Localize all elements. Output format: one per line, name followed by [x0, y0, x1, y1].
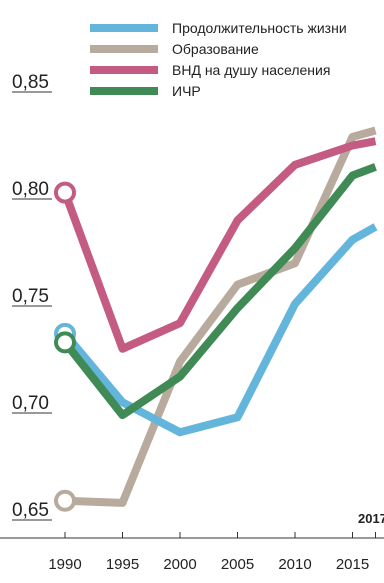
x-tick-label: 2000 — [163, 556, 196, 573]
x-tick-label: 2015 — [336, 556, 369, 573]
series-start-marker — [54, 331, 76, 354]
x-tick-label: 2010 — [278, 556, 311, 573]
series-start-marker — [54, 181, 76, 204]
y-tick-label: 0,85 — [12, 72, 49, 93]
series-line — [61, 163, 377, 420]
legend-label: Продолжительность жизни — [172, 20, 347, 36]
legend-label: ИЧР — [172, 83, 201, 99]
legend: Продолжительность жизни Образование ВНД на… — [90, 20, 347, 99]
x-tick-label: 2005 — [221, 556, 254, 573]
y-tick-label: 0,65 — [12, 500, 49, 521]
y-tick-label: 0,80 — [12, 179, 49, 200]
series-line — [61, 223, 378, 437]
series-start-marker — [54, 489, 76, 512]
legend-label: ВНД на душу населения — [172, 62, 330, 78]
series-line — [64, 126, 377, 507]
x-tick-label: 1995 — [106, 556, 139, 573]
y-tick-label: 0,75 — [12, 286, 49, 307]
series-lines — [54, 126, 378, 512]
y-tick-label: 0,70 — [12, 393, 49, 414]
y-axis: 0,85 0,80 0,75 0,70 0,65 — [12, 72, 52, 521]
end-year-label: 2017 — [358, 511, 384, 526]
legend-label: Образование — [172, 41, 259, 57]
x-axis: 1990 1995 2000 2005 2010 2015 — [0, 532, 384, 573]
x-tick-label: 1990 — [48, 556, 81, 573]
series-line — [61, 137, 377, 353]
